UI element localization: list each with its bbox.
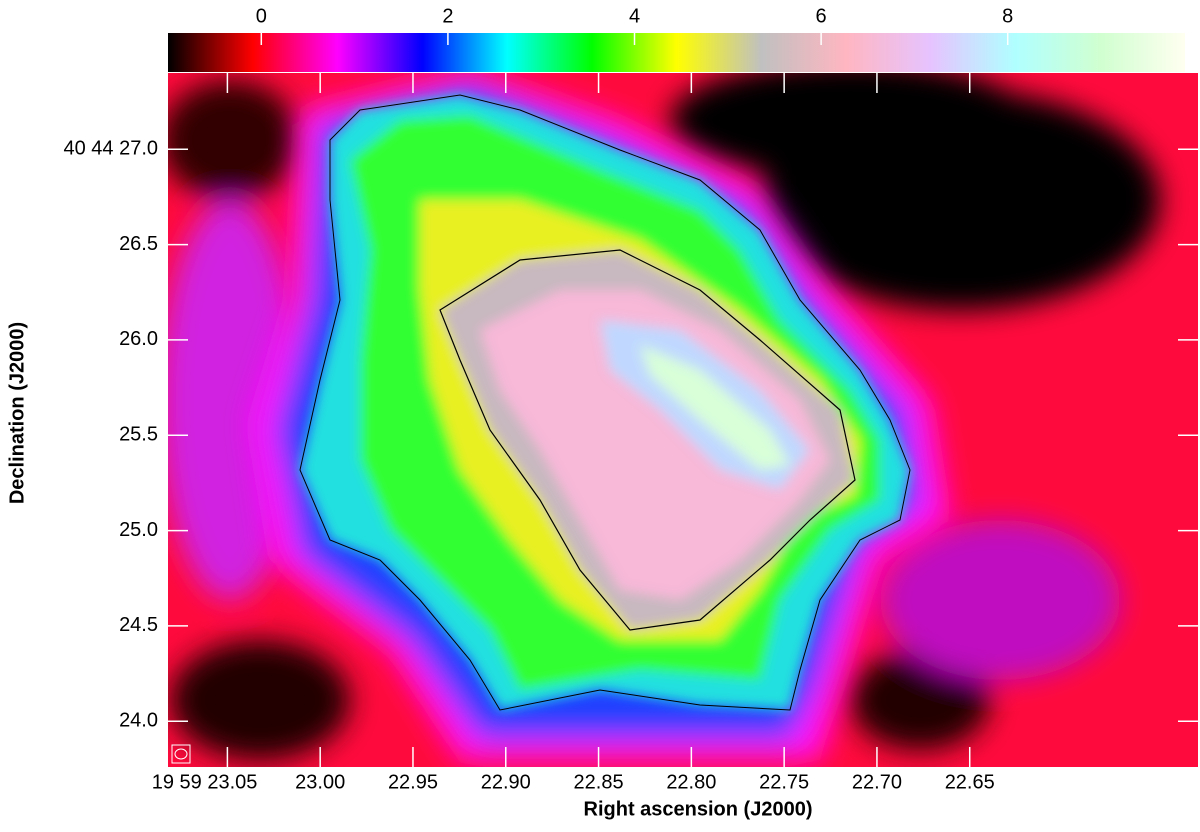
x-tick-label: 22.85: [574, 771, 624, 793]
y-tick-label: 24.5: [119, 614, 158, 636]
x-tick-label: 22.65: [945, 771, 995, 793]
x-tick-label: 22.70: [852, 771, 902, 793]
colorbar-tick-label: 2: [442, 5, 453, 27]
image: [168, 73, 1198, 767]
x-axis-label: Right ascension (J2000): [584, 798, 813, 820]
x-tick-label: 22.95: [388, 771, 438, 793]
x-tick-label: 22.75: [759, 771, 809, 793]
x-tick-label: 22.90: [481, 771, 531, 793]
y-tick-label: 40 44 27.0: [63, 138, 158, 160]
x-tick-label: 19 59 23.05: [152, 771, 258, 793]
colorbar-tick-label: 4: [629, 5, 640, 27]
colorbar: [168, 33, 1185, 72]
colorbar-tick-label: 8: [1002, 5, 1013, 27]
colorbar-tick-label: 0: [256, 5, 267, 27]
colorbar-tick-label: 6: [816, 5, 827, 27]
y-axis-label: Declination (J2000): [6, 322, 28, 504]
y-tick-label: 25.0: [119, 519, 158, 541]
x-tick-label: 22.80: [666, 771, 716, 793]
x-tick-label: 23.00: [295, 771, 345, 793]
y-tick-label: 24.0: [119, 710, 158, 732]
y-tick-label: 26.0: [119, 328, 158, 350]
y-tick-label: 25.5: [119, 424, 158, 446]
y-tick-label: 26.5: [119, 233, 158, 255]
